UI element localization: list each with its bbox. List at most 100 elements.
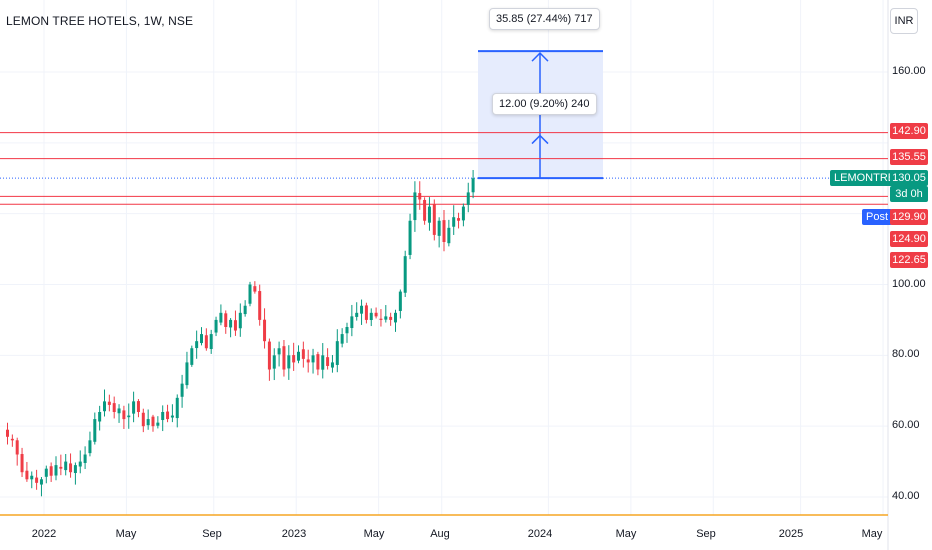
candle-body (54, 465, 58, 476)
candle-body (360, 305, 364, 314)
measure-label-outer[interactable]: 35.85 (27.44%) 717 (489, 8, 600, 30)
candle-body (156, 422, 160, 426)
candle-body (243, 305, 247, 315)
price-tick: 160.00 (892, 65, 926, 77)
candle-body (175, 397, 179, 419)
candle-body (457, 218, 461, 221)
post-market-price-tag: 129.90 (890, 209, 928, 225)
candle-body (418, 193, 422, 200)
candle-body (10, 438, 14, 441)
candle-body (306, 359, 310, 363)
candle-body (103, 401, 106, 412)
time-tick: May (363, 528, 385, 540)
candle-body (340, 334, 344, 344)
candle-body (107, 401, 111, 405)
time-tick: 2023 (281, 528, 307, 540)
candle-body (272, 355, 276, 369)
candle-body (287, 355, 291, 369)
candle-body (369, 312, 373, 320)
candle-body (471, 178, 475, 193)
time-tick: Aug (430, 528, 450, 540)
candle-body (166, 411, 170, 420)
candle-body (350, 316, 354, 329)
candle-body (238, 312, 242, 329)
candle-body (277, 348, 281, 355)
candle-body (248, 284, 252, 304)
candle-body (364, 305, 368, 320)
candle-body (185, 362, 189, 386)
candle-body (200, 334, 203, 344)
candle-body (398, 291, 402, 311)
candle-body (30, 475, 34, 480)
candle-body (88, 440, 92, 454)
candle-body (78, 461, 82, 467)
candle-body (214, 319, 218, 333)
candle-body (374, 312, 378, 317)
time-tick: May (861, 528, 883, 540)
candle-body (437, 220, 441, 236)
candle-body (330, 362, 334, 368)
candle-body (49, 466, 53, 476)
candle-body (413, 192, 417, 221)
candle-body (73, 465, 77, 474)
candle-body (98, 412, 102, 422)
candle-body (20, 454, 24, 473)
candle-body (335, 341, 339, 365)
time-tick: 2025 (778, 528, 804, 540)
time-tick: May (115, 528, 137, 540)
candle-body (321, 355, 325, 370)
candle-body (93, 419, 97, 442)
candle-body (355, 312, 359, 317)
last-price-tag: 130.05 (890, 170, 928, 186)
candle-body (136, 401, 140, 412)
candle-body (35, 477, 39, 483)
candle-body (161, 412, 165, 421)
candle-body (466, 192, 470, 205)
candle-body (39, 479, 43, 485)
time-tick: Sep (696, 528, 716, 540)
time-tick: 2024 (527, 528, 553, 540)
candle-body (69, 463, 73, 473)
candle-body (384, 316, 388, 320)
symbol-title: LEMON TREE HOTELS, 1W, NSE (6, 14, 194, 28)
candle-body (316, 354, 320, 370)
candle-body (209, 334, 213, 350)
candle-body (258, 291, 262, 320)
candle-body (432, 204, 436, 235)
candle-body (25, 470, 29, 480)
candle-body (170, 415, 174, 418)
candle-body (15, 440, 19, 455)
candle-body (190, 348, 194, 365)
candle-body (233, 320, 237, 331)
candle-body (311, 355, 315, 363)
price-tick: 80.00 (892, 348, 920, 360)
candle-body (263, 319, 267, 342)
candle-body (379, 318, 383, 320)
candle-body (195, 341, 199, 349)
candle-body (219, 312, 223, 323)
candle-body (301, 349, 305, 359)
candle-body (180, 383, 184, 397)
time-tick: May (615, 528, 637, 540)
candle-body (423, 199, 427, 221)
currency-button[interactable]: INR (890, 8, 918, 34)
candle-body (59, 466, 63, 469)
candle-body (403, 256, 407, 293)
candle-body (83, 454, 87, 463)
price-tick: 100.00 (892, 278, 926, 290)
candle-body (427, 206, 431, 223)
candle-body (112, 403, 116, 412)
price-tick: 40.00 (892, 490, 920, 502)
candle-body (447, 227, 451, 244)
measure-arrow-head (531, 52, 549, 62)
candle-body (6, 429, 9, 437)
symbol-last-label: LEMONTREE (830, 170, 907, 186)
post-market-label: Post (862, 209, 893, 225)
candle-body (122, 410, 126, 420)
candle-body (442, 220, 446, 242)
measure-label-inner[interactable]: 12.00 (9.20%) 240 (492, 93, 597, 115)
candle-body (267, 341, 271, 370)
candle-body (64, 461, 68, 471)
level-price-tag: 142.90 (890, 123, 928, 139)
